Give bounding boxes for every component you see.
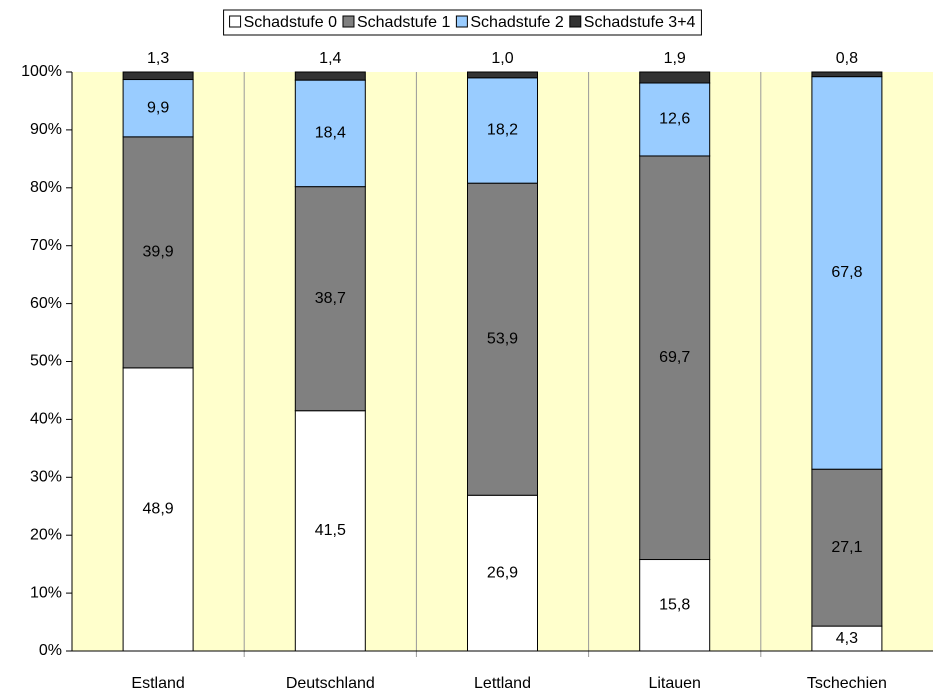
y-tick-label: 30% (30, 469, 62, 486)
bar-segment (811, 71, 883, 78)
bar-segment (122, 136, 194, 369)
legend-label: Schadstufe 0 (244, 14, 338, 31)
data-label: 12,6 (659, 111, 690, 128)
data-label: 0,8 (836, 50, 858, 67)
bar-segment (811, 625, 883, 652)
data-label: 48,9 (143, 501, 174, 518)
bar-segment (467, 77, 538, 184)
bar-segment (639, 559, 711, 652)
y-tick-label: 70% (30, 237, 62, 254)
data-label: 67,8 (831, 264, 862, 281)
data-label: 18,4 (315, 125, 346, 142)
y-tick-label: 90% (30, 121, 62, 138)
bar-segment (294, 186, 366, 412)
bar-segment (294, 410, 366, 652)
data-label: 4,3 (836, 630, 858, 647)
y-tick-label: 80% (30, 179, 62, 196)
data-label: 9,9 (147, 99, 169, 116)
bar-segment (122, 367, 194, 652)
data-label: 53,9 (487, 330, 518, 347)
y-tick-label: 0% (39, 642, 62, 659)
data-label: 15,8 (659, 596, 690, 613)
bar-segment (467, 182, 538, 496)
bar-segment (639, 155, 711, 561)
data-label: 38,7 (315, 290, 346, 307)
legend-label: Schadstufe 2 (470, 14, 564, 31)
bar-segment (122, 79, 194, 138)
x-tick-label: Lettland (474, 675, 531, 692)
y-tick-label: 60% (30, 295, 62, 312)
y-tick-label: 40% (30, 411, 62, 428)
y-tick-label: 20% (30, 526, 62, 543)
data-label: 1,4 (319, 50, 341, 67)
x-tick-label: Tschechien (807, 675, 887, 692)
data-label: 41,5 (315, 522, 346, 539)
legend-swatch (342, 15, 355, 28)
bar-segment (811, 76, 883, 470)
y-tick-label: 10% (30, 584, 62, 601)
data-label: 18,2 (487, 122, 518, 139)
data-label: 1,9 (664, 50, 686, 67)
x-tick-label: Estland (131, 675, 184, 692)
data-label: 69,7 (659, 349, 690, 366)
legend-label: Schadstufe 1 (357, 14, 451, 31)
bar-segment (467, 71, 538, 79)
x-tick-label: Litauen (648, 675, 701, 692)
bar-segment (811, 468, 883, 627)
bar-segment (639, 71, 711, 84)
data-label: 1,0 (491, 50, 513, 67)
y-tick-label: 50% (30, 353, 62, 370)
bar-segment (122, 71, 194, 81)
bar-segment (294, 71, 366, 81)
bar-segment (294, 79, 366, 188)
y-tick-label: 100% (21, 63, 62, 80)
data-label: 39,9 (143, 244, 174, 261)
x-tick-label: Deutschland (286, 675, 375, 692)
bar-segment (467, 494, 538, 652)
data-label: 27,1 (831, 539, 862, 556)
legend-swatch (455, 15, 468, 28)
legend-swatch (569, 15, 582, 28)
legend: Schadstufe 0 Schadstufe 1 Schadstufe 2 Scha… (223, 9, 702, 36)
legend-label: Schadstufe 3+4 (584, 14, 696, 31)
data-label: 1,3 (147, 50, 169, 67)
legend-swatch (229, 15, 242, 28)
bar-segment (639, 82, 711, 157)
data-label: 26,9 (487, 564, 518, 581)
